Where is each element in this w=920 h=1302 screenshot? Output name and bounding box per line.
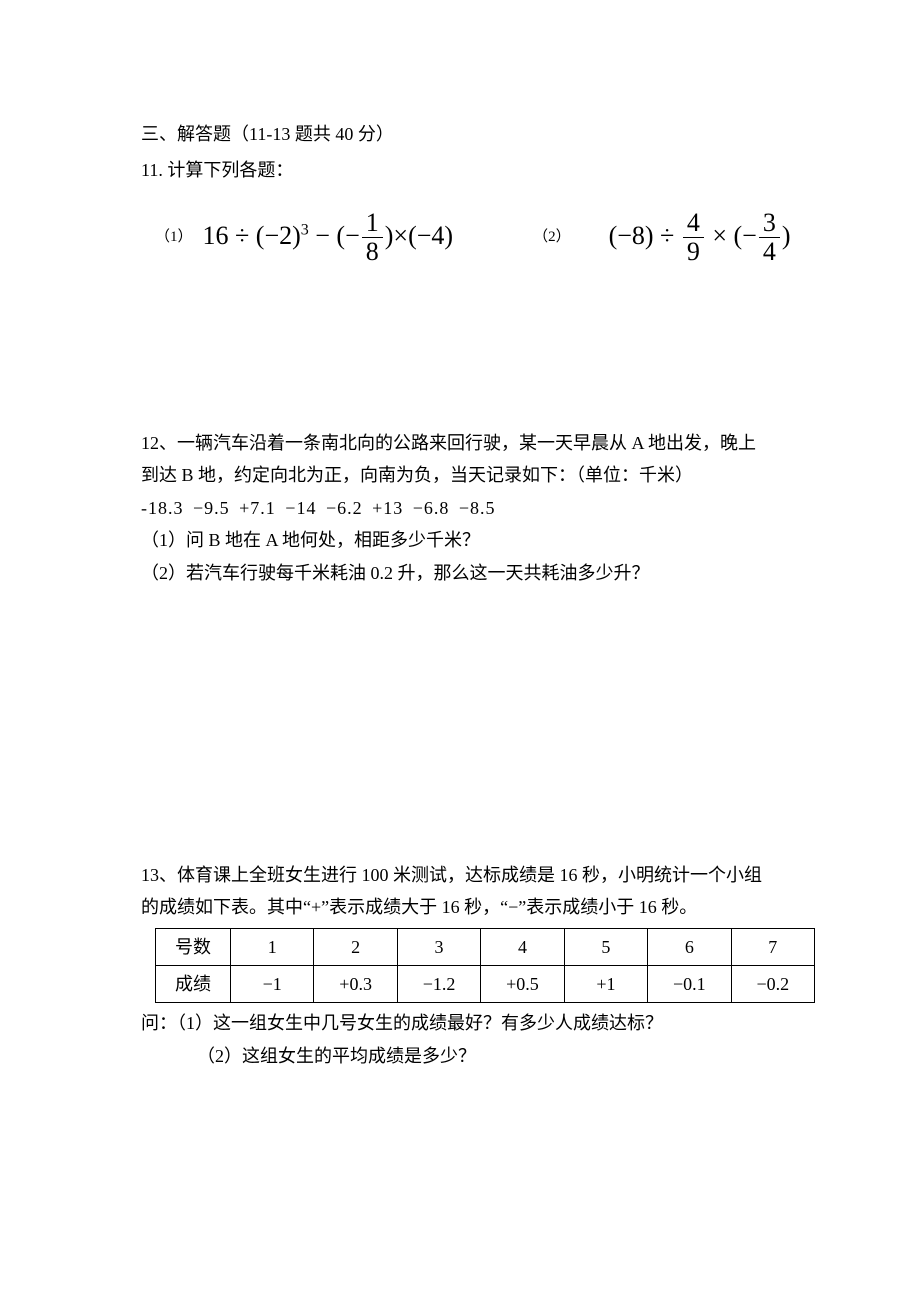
- fraction-num: 1: [362, 209, 383, 239]
- table-cell: 6: [648, 928, 731, 965]
- table-cell: −1: [231, 966, 314, 1003]
- q12-stem-line2: 到达 B 地，约定向北为正，向南为负，当天记录如下：（单位：千米）: [141, 459, 801, 491]
- fraction-den: 9: [683, 238, 704, 267]
- fraction-den: 8: [362, 238, 383, 267]
- eq-text: − (−: [309, 221, 360, 250]
- q11-eq1: 16 ÷ (−2)3 − (−18)×(−4): [203, 209, 454, 267]
- q13-stem-line2: 的成绩如下表。其中“+”表示成绩大于 16 秒，“−”表示成绩小于 16 秒。: [141, 891, 801, 923]
- table-cell: +0.5: [481, 966, 564, 1003]
- q12-sub1: （1）问 B 地在 A 地何处，相距多少千米？: [141, 524, 801, 556]
- row-header: 成绩: [156, 966, 231, 1003]
- eq-exp: 3: [301, 221, 309, 238]
- q11-eq1-label: （1）: [155, 224, 193, 251]
- fraction: 34: [759, 209, 780, 267]
- eq-text: )×(−4): [385, 221, 453, 250]
- table-cell: −0.1: [648, 966, 731, 1003]
- q12-sub2: （2）若汽车行驶每千米耗油 0.2 升，那么这一天共耗油多少升？: [141, 557, 801, 589]
- q13-sub1: 问：（1）这一组女生中几号女生的成绩最好？有多少人成绩达标？: [141, 1007, 801, 1039]
- table-cell: +0.3: [314, 966, 397, 1003]
- eq-text: 16 ÷ (−2): [203, 221, 301, 250]
- q11-eq2-label: （2）: [533, 224, 571, 251]
- q11-equations-row: （1） 16 ÷ (−2)3 − (−18)×(−4) （2） (−8) ÷ 4…: [155, 209, 801, 267]
- table-row: 号数 1 2 3 4 5 6 7: [156, 928, 815, 965]
- q13-block: 13、体育课上全班女生进行 100 米测试，达标成绩是 16 秒，小明统计一个小…: [141, 859, 801, 1072]
- table-cell: 7: [731, 928, 814, 965]
- table-cell: +1: [564, 966, 647, 1003]
- table-cell: −1.2: [397, 966, 480, 1003]
- table-cell: 3: [397, 928, 480, 965]
- page-container: 三、解答题（11-13 题共 40 分） 11. 计算下列各题： （1） 16 …: [0, 0, 920, 1172]
- fraction-num: 3: [759, 209, 780, 239]
- fraction: 18: [362, 209, 383, 267]
- table-cell: 2: [314, 928, 397, 965]
- table-cell: 5: [564, 928, 647, 965]
- q13-sub2: （2）这组女生的平均成绩是多少？: [141, 1040, 801, 1072]
- q12-block: 12、一辆汽车沿着一条南北向的公路来回行驶，某一天早晨从 A 地出发，晚上 到达…: [141, 427, 801, 589]
- fraction-den: 4: [759, 238, 780, 267]
- q13-stem-line1: 13、体育课上全班女生进行 100 米测试，达标成绩是 16 秒，小明统计一个小…: [141, 859, 801, 891]
- table-cell: 4: [481, 928, 564, 965]
- row-header: 号数: [156, 928, 231, 965]
- table-cell: 1: [231, 928, 314, 965]
- table-cell: −0.2: [731, 966, 814, 1003]
- q12-stem-line1: 12、一辆汽车沿着一条南北向的公路来回行驶，某一天早晨从 A 地出发，晚上: [141, 427, 801, 459]
- eq-text: (−8) ÷: [609, 221, 681, 250]
- fraction: 49: [683, 209, 704, 267]
- q11-stem: 11. 计算下列各题：: [141, 154, 801, 186]
- q11-eq2: (−8) ÷ 49 × (−34): [609, 209, 791, 267]
- q12-data: -18.3 −9.5 +7.1 −14 −6.2 +13 −6.8 −8.5: [141, 492, 801, 524]
- eq-text: ): [782, 221, 791, 250]
- section-heading: 三、解答题（11-13 题共 40 分）: [141, 118, 801, 150]
- fraction-num: 4: [683, 209, 704, 239]
- score-table: 号数 1 2 3 4 5 6 7 成绩 −1 +0.3 −1.2 +0.5 +1…: [155, 928, 815, 1004]
- eq-text: × (−: [706, 221, 757, 250]
- table-row: 成绩 −1 +0.3 −1.2 +0.5 +1 −0.1 −0.2: [156, 966, 815, 1003]
